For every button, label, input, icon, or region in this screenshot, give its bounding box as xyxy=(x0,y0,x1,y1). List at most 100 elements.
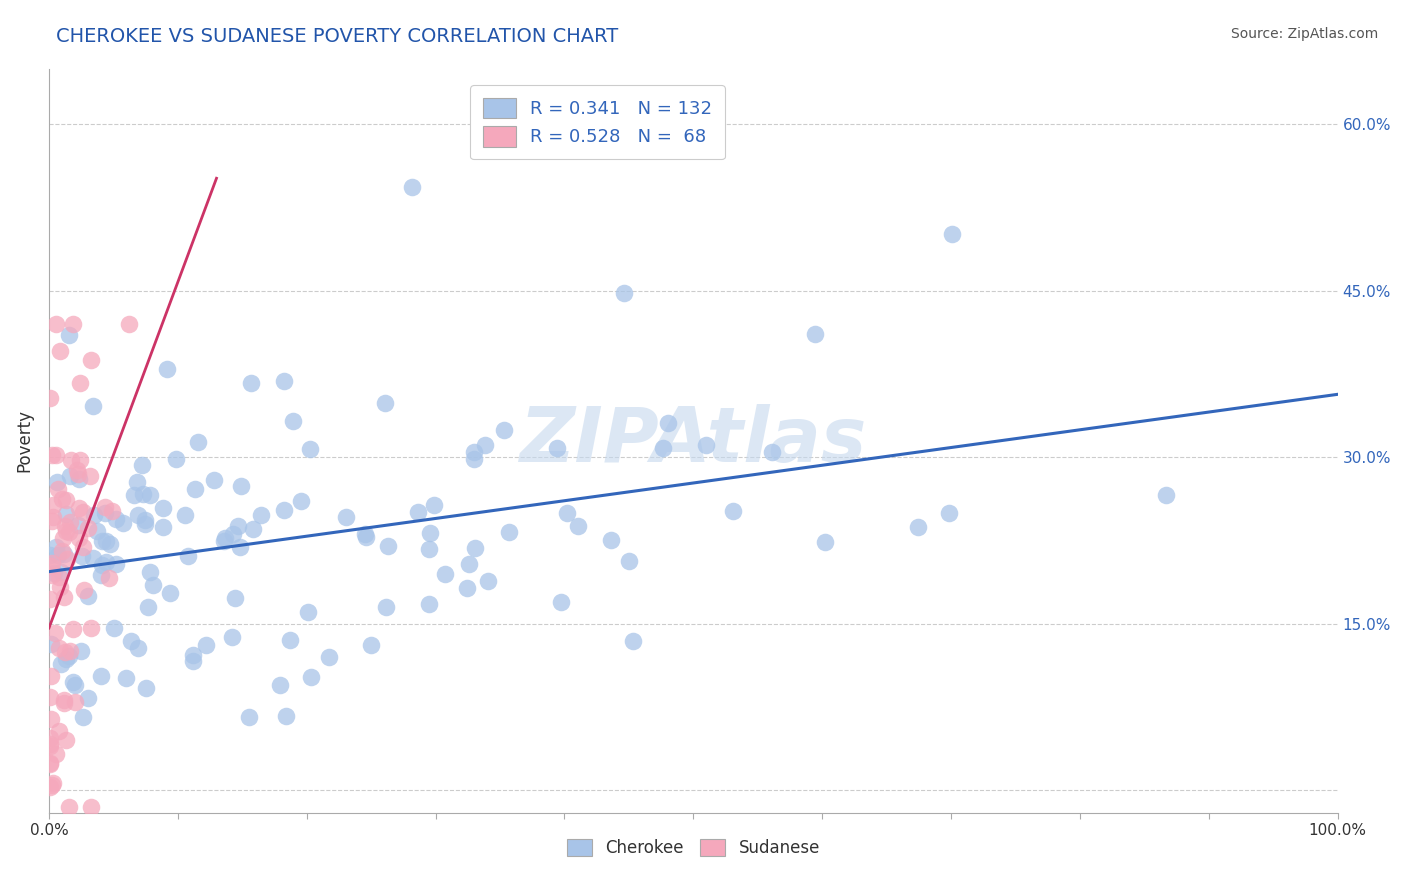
Point xyxy=(214,531,236,545)
Point xyxy=(557,506,579,520)
Point xyxy=(456,581,478,595)
Point xyxy=(152,520,174,534)
Point xyxy=(42,509,65,524)
Point xyxy=(613,286,636,301)
Point xyxy=(273,503,295,517)
Point xyxy=(657,416,679,430)
Point xyxy=(58,800,80,814)
Point xyxy=(418,542,440,557)
Point xyxy=(52,696,75,710)
Point xyxy=(136,600,159,615)
Point xyxy=(83,508,105,523)
Point xyxy=(48,641,70,656)
Point xyxy=(45,449,67,463)
Point xyxy=(49,580,72,594)
Point xyxy=(53,693,76,707)
Point xyxy=(91,558,114,572)
Point xyxy=(48,724,70,739)
Point xyxy=(59,453,82,467)
Point xyxy=(221,630,243,644)
Point xyxy=(104,558,127,572)
Point xyxy=(55,551,77,566)
Point xyxy=(45,317,67,331)
Point xyxy=(127,508,149,522)
Point xyxy=(39,592,62,607)
Point xyxy=(59,644,82,658)
Point xyxy=(39,713,62,727)
Point xyxy=(202,473,225,487)
Point xyxy=(356,530,378,544)
Point xyxy=(55,732,77,747)
Point xyxy=(214,534,236,549)
Point xyxy=(80,352,103,367)
Point xyxy=(492,423,515,437)
Point xyxy=(51,491,73,506)
Point xyxy=(67,501,90,516)
Point xyxy=(53,519,76,533)
Point xyxy=(90,534,112,549)
Point xyxy=(651,441,673,455)
Point xyxy=(46,548,69,562)
Point xyxy=(103,621,125,635)
Point xyxy=(281,414,304,428)
Point xyxy=(58,524,80,539)
Point xyxy=(299,670,322,684)
Point xyxy=(377,539,399,553)
Point xyxy=(135,681,157,695)
Point xyxy=(278,632,301,647)
Point xyxy=(66,467,89,481)
Point xyxy=(474,438,496,452)
Point xyxy=(401,179,423,194)
Point xyxy=(41,556,63,570)
Point xyxy=(804,327,827,342)
Point xyxy=(90,669,112,683)
Point xyxy=(250,508,273,523)
Point xyxy=(134,512,156,526)
Point xyxy=(152,500,174,515)
Point xyxy=(181,648,204,662)
Point xyxy=(335,510,357,524)
Point xyxy=(77,589,100,603)
Point xyxy=(55,507,77,521)
Point xyxy=(65,678,87,692)
Point xyxy=(360,638,382,652)
Point xyxy=(70,549,93,563)
Point xyxy=(419,525,441,540)
Point xyxy=(67,518,90,533)
Point xyxy=(96,556,118,570)
Point xyxy=(62,622,84,636)
Point xyxy=(69,376,91,390)
Text: ZIPAtlas: ZIPAtlas xyxy=(520,403,868,477)
Point xyxy=(62,317,84,331)
Point xyxy=(194,638,217,652)
Point xyxy=(41,567,63,582)
Point xyxy=(463,445,485,459)
Point xyxy=(46,482,69,496)
Point xyxy=(38,391,60,405)
Point xyxy=(79,621,101,635)
Text: CHEROKEE VS SUDANESE POVERTY CORRELATION CHART: CHEROKEE VS SUDANESE POVERTY CORRELATION… xyxy=(56,27,619,45)
Point xyxy=(41,514,63,528)
Point xyxy=(65,696,87,710)
Point xyxy=(550,595,572,609)
Point xyxy=(567,519,589,533)
Point xyxy=(76,520,98,534)
Point xyxy=(463,451,485,466)
Point xyxy=(222,527,245,541)
Point xyxy=(38,737,60,751)
Point xyxy=(44,566,66,581)
Point xyxy=(464,541,486,556)
Point xyxy=(39,690,62,705)
Point xyxy=(90,568,112,582)
Point xyxy=(55,651,77,665)
Point xyxy=(100,504,122,518)
Point xyxy=(120,633,142,648)
Point xyxy=(239,376,262,390)
Point xyxy=(181,654,204,668)
Point xyxy=(938,506,960,520)
Point xyxy=(80,800,103,814)
Point xyxy=(72,540,94,554)
Point xyxy=(79,468,101,483)
Point xyxy=(59,468,82,483)
Point xyxy=(406,505,429,519)
